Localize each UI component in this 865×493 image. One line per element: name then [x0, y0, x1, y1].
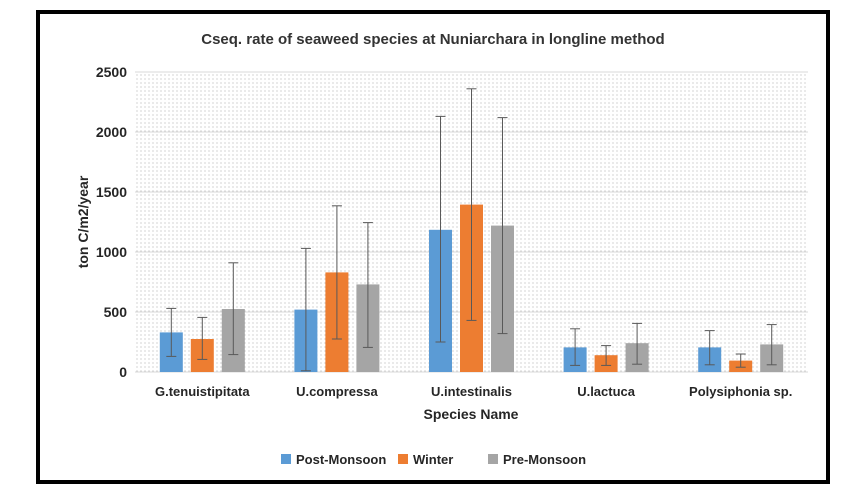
legend-label: Winter	[413, 452, 453, 467]
y-tick-label: 1500	[96, 184, 127, 200]
x-axis-title: Species Name	[424, 406, 519, 422]
category-label: U.lactuca	[577, 384, 636, 399]
y-tick-label: 500	[104, 304, 128, 320]
chart: Cseq. rate of seaweed species at Nuniarc…	[75, 31, 808, 467]
category-label: G.tenuistipitata	[155, 384, 250, 399]
y-axis-title: ton C/m2/year	[75, 175, 91, 268]
category-label: U.intestinalis	[431, 384, 512, 399]
legend-label: Post-Monsoon	[296, 452, 386, 467]
legend-swatch	[488, 454, 498, 464]
y-tick-label: 2500	[96, 64, 127, 80]
category-label: U.compressa	[296, 384, 378, 399]
y-tick-label: 0	[119, 364, 127, 380]
y-tick-label: 1000	[96, 244, 127, 260]
chart-frame: Cseq. rate of seaweed species at Nuniarc…	[36, 10, 830, 484]
y-tick-label: 2000	[96, 124, 127, 140]
legend-swatch	[281, 454, 291, 464]
category-label: Polysiphonia sp.	[689, 384, 792, 399]
legend: Post-Monsoon Winter Pre-Monsoon	[281, 452, 586, 467]
legend-label: Pre-Monsoon	[503, 452, 586, 467]
legend-swatch	[398, 454, 408, 464]
chart-title: Cseq. rate of seaweed species at Nuniarc…	[201, 31, 664, 48]
